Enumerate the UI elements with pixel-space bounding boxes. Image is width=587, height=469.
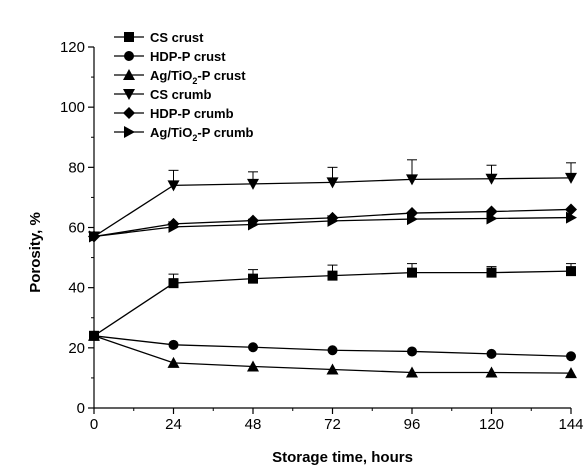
data-point [407, 213, 418, 226]
series-2 [88, 329, 577, 379]
data-point [326, 363, 339, 375]
series-line [93, 270, 572, 337]
legend-item-1: HDP-P crust [114, 49, 226, 64]
legend-label: HDP-P crumb [150, 106, 234, 121]
data-point [247, 178, 259, 190]
legend-marker [124, 126, 135, 138]
legend-item-4: HDP-P crumb [114, 106, 234, 121]
legend-label: CS crust [150, 30, 204, 45]
data-point [566, 266, 576, 277]
y-axis-title: Porosity, % [27, 212, 44, 293]
data-point [248, 218, 259, 231]
legend-label: HDP-P crust [150, 49, 226, 64]
data-point [485, 173, 498, 185]
series-1 [89, 330, 576, 362]
y-tick-label: 40 [68, 280, 85, 297]
y-tick-label: 80 [68, 159, 85, 176]
x-tick-label: 72 [324, 416, 341, 433]
x-tick-label: 120 [479, 416, 504, 433]
series-3 [88, 159, 577, 243]
data-point [486, 267, 497, 278]
x-axis-title: Storage time, hours [272, 449, 413, 466]
data-point [565, 203, 577, 216]
data-point [566, 351, 576, 362]
data-point [407, 346, 417, 357]
legend-item-2: Ag/TiO2-P crust [114, 68, 246, 86]
legend-item-0: CS crust [114, 30, 204, 45]
data-point [248, 342, 258, 353]
plot-area [88, 159, 577, 379]
x-tick-label: 144 [558, 416, 583, 433]
data-point [566, 211, 577, 224]
y-tick-label: 100 [60, 99, 85, 116]
data-point [327, 270, 338, 281]
series-0 [89, 263, 576, 341]
legend-marker [124, 32, 134, 42]
data-point [407, 267, 417, 278]
legend-marker [123, 89, 135, 100]
data-point [167, 180, 180, 192]
data-point [167, 356, 180, 368]
legend-marker [123, 69, 135, 80]
data-point [406, 174, 418, 186]
data-point [168, 339, 179, 350]
data-point [168, 220, 180, 233]
legend-label: CS crumb [150, 87, 211, 102]
x-tick-label: 24 [165, 416, 182, 433]
axes: 0 24 48 72 96 120 144 0 20 40 60 80 100 120 [60, 39, 584, 433]
y-tick-label: 60 [68, 220, 85, 237]
data-point [406, 366, 418, 378]
legend-label: Ag/TiO2-P crust [150, 68, 246, 86]
data-point [485, 366, 498, 378]
y-tick-label: 20 [68, 340, 85, 357]
legend-marker [123, 107, 135, 119]
x-tick-label: 48 [245, 416, 262, 433]
series-5 [89, 211, 577, 243]
data-point [327, 214, 339, 227]
data-point [168, 278, 179, 289]
x-tick-label: 0 [90, 416, 98, 433]
data-point [486, 348, 497, 359]
y-tick-label: 0 [77, 400, 85, 417]
data-point [486, 212, 498, 225]
legend-marker [124, 51, 134, 61]
data-point [565, 367, 577, 379]
data-point [327, 345, 338, 356]
y-tick-label: 120 [60, 39, 85, 56]
data-point [248, 273, 258, 284]
x-tick-label: 96 [404, 416, 421, 433]
legend-label: Ag/TiO2-P crumb [150, 125, 254, 143]
legend-item-5: Ag/TiO2-P crumb [114, 125, 254, 143]
legend-item-3: CS crumb [114, 87, 211, 102]
data-point [565, 172, 577, 184]
data-point [247, 360, 259, 372]
data-point [326, 177, 339, 189]
